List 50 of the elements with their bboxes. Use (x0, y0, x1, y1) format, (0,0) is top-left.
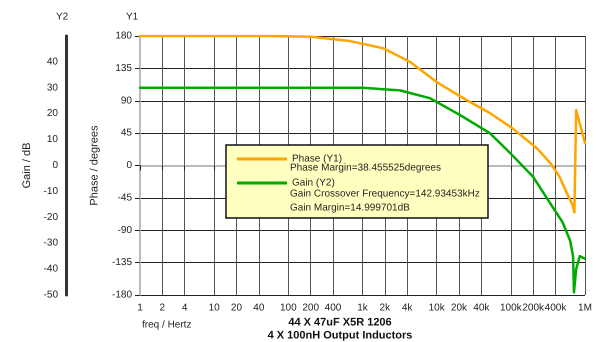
x-tick-label: 200k (522, 302, 545, 314)
x-tick-label: 20k (450, 302, 468, 314)
text: Y2 (56, 12, 69, 22)
legend-label: Phase (Y1) (292, 154, 342, 164)
x-tick-label: 1k (357, 302, 369, 314)
text: Y1 (126, 12, 139, 22)
y-tick-label: -180 (112, 290, 132, 300)
y-tick-label: 0 (126, 160, 132, 171)
x-tick-label: 4k (402, 302, 414, 314)
x-tick-label: 100 (280, 302, 298, 314)
y-axis-title: Phase / degrees (88, 124, 100, 206)
y-tick-label: 45 (120, 128, 132, 139)
y-tick-label: 90 (120, 95, 132, 106)
x-tick-label: 2 (160, 302, 166, 314)
x-tick-label: 1 (137, 302, 144, 314)
x-tick-label: 20 (230, 302, 242, 314)
y2-axis-title: Gain / dB (21, 142, 34, 188)
x-tick-label: 10 (208, 302, 220, 314)
x-tick-label: 400k (544, 302, 568, 314)
y2-tick-label: 40 (46, 56, 58, 68)
x-tick-label: 2k (380, 302, 392, 314)
y2-tick-label: 20 (46, 108, 58, 120)
x-tick-label: 200 (302, 302, 320, 314)
annotation: Gain Margin=14.999701dB (290, 202, 410, 214)
y2-tick-label: -20 (44, 212, 58, 223)
text: 4 X 100nH Output Inductors (268, 330, 412, 342)
x-tick-label: 4 (182, 302, 188, 314)
y-tick-label: -45 (118, 192, 132, 204)
y2-tick-label: -50 (44, 290, 58, 300)
y2-tick-label: -40 (44, 264, 58, 275)
x-tick-label: 10k (428, 302, 446, 314)
annotation: Phase Margin=38.455525degrees (290, 162, 441, 174)
x-tick-label: 1M (578, 302, 592, 314)
y2-tick-label: 10 (46, 134, 58, 146)
y-tick-label: -135 (112, 257, 132, 268)
x-tick-label: 100k (500, 302, 523, 314)
x-tick-label: 40 (253, 302, 265, 314)
y2-tick-label: 30 (46, 82, 58, 94)
y2-tick-label: -30 (44, 238, 58, 249)
x-tick-label: 40k (473, 302, 490, 314)
annotation: Gain Crossover Frequency=142.93453kHz (290, 188, 480, 200)
y2-tick-label: 0 (52, 160, 58, 171)
x-axis-title: freq / Hertz (142, 320, 192, 330)
legend-label: Gain (Y2) (292, 178, 335, 188)
x-tick-label: 400 (324, 302, 342, 314)
y-tick-label: -90 (118, 224, 132, 236)
y-tick-label: 180 (115, 30, 132, 42)
y2-tick-label: -10 (44, 186, 58, 197)
text: 44 X 47uF X5R 1206 (288, 316, 392, 328)
y-tick-label: 135 (115, 62, 132, 74)
